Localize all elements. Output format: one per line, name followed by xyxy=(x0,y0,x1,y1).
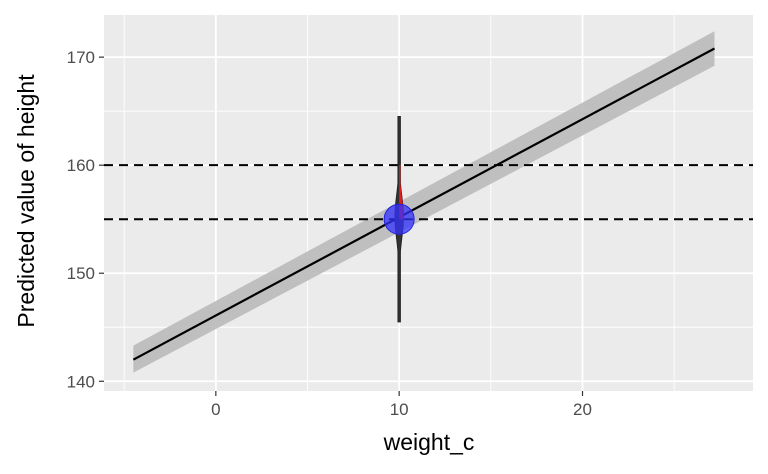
axes: 0 10 20 140 150 160 170 xyxy=(67,48,592,419)
x-axis-title: weight_c xyxy=(383,429,475,455)
x-tick-label: 10 xyxy=(390,400,409,419)
y-tick-label: 150 xyxy=(67,264,95,283)
x-tick-label: 0 xyxy=(211,400,220,419)
x-tick-label: 20 xyxy=(573,400,592,419)
highlight-point xyxy=(383,203,415,235)
major-grid xyxy=(104,15,753,391)
y-tick-label: 140 xyxy=(67,372,95,391)
y-tick-label: 170 xyxy=(67,48,95,67)
y-tick-label: 160 xyxy=(67,156,95,175)
confidence-ribbon xyxy=(133,31,715,373)
chart-marks xyxy=(104,31,753,373)
regression-line xyxy=(132,47,716,361)
y-axis-title: Predicted value of height xyxy=(13,74,39,328)
